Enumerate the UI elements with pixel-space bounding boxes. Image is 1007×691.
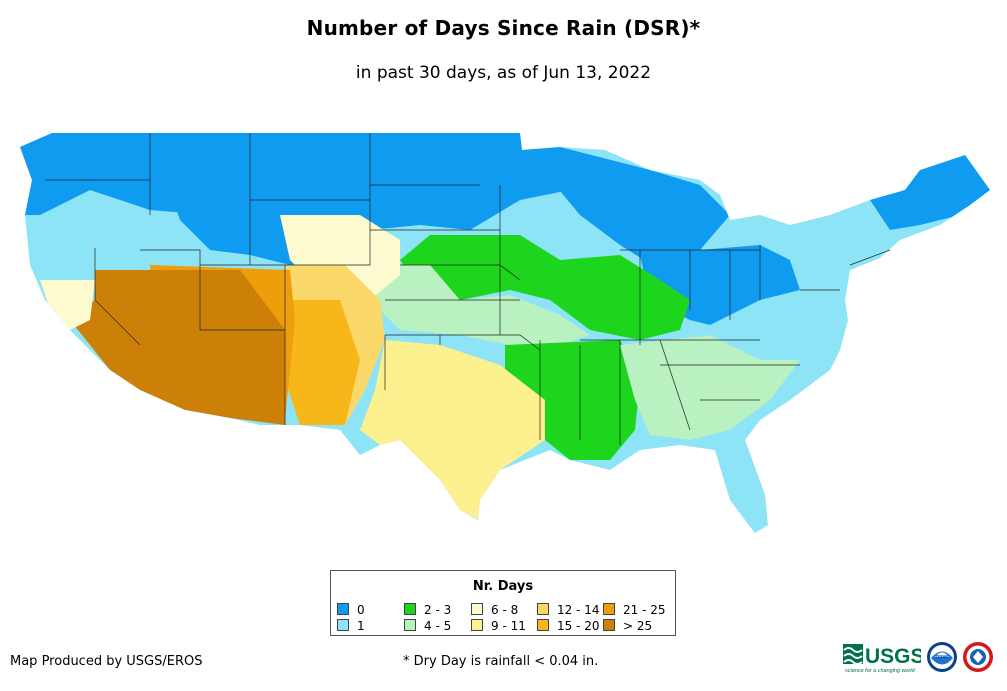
legend-swatch bbox=[337, 619, 349, 631]
legend-label: 1 bbox=[357, 619, 365, 633]
usgs-tagline: science for a changing world bbox=[845, 668, 916, 674]
noaa-logo: noaa bbox=[927, 642, 957, 672]
usgs-logo: USGS science for a changing world bbox=[843, 644, 921, 674]
region-dakotas bbox=[360, 133, 600, 230]
legend-item-3: 4 - 5 bbox=[404, 619, 451, 632]
region-florida bbox=[700, 435, 768, 533]
legend-swatch bbox=[471, 619, 483, 631]
dry-day-footnote: * Dry Day is rainfall < 0.04 in. bbox=[403, 654, 599, 669]
legend-swatch bbox=[404, 619, 416, 631]
us-dsr-map bbox=[20, 133, 990, 533]
legend-swatch bbox=[537, 619, 549, 631]
legend-swatch bbox=[337, 603, 349, 615]
legend-title: Nr. Days bbox=[472, 579, 534, 594]
usgs-logo-text: USGS bbox=[865, 645, 921, 668]
map-title: Number of Days Since Rain (DSR)* bbox=[306, 16, 701, 40]
noaa-logo-text: noaa bbox=[936, 654, 948, 660]
region-texas bbox=[360, 340, 545, 520]
legend-item-4: 6 - 8 bbox=[471, 603, 518, 616]
border-west bbox=[45, 133, 371, 425]
legend-item-6: 12 - 14 bbox=[537, 603, 600, 616]
legend-label: 15 - 20 bbox=[557, 619, 600, 633]
map-subtitle: in past 30 days, as of Jun 13, 2022 bbox=[355, 63, 652, 83]
legend-label: 2 - 3 bbox=[424, 603, 452, 617]
region-corn-belt bbox=[400, 235, 690, 340]
legend-item-9: > 25 bbox=[603, 619, 652, 632]
legend-label: 6 - 8 bbox=[491, 603, 519, 617]
region-atlantic-coast bbox=[700, 290, 845, 360]
legend-swatch bbox=[603, 619, 615, 631]
producer-credit: Map Produced by USGS/EROS bbox=[10, 654, 203, 669]
legend-label: 21 - 25 bbox=[623, 603, 666, 617]
border-central bbox=[370, 184, 541, 390]
nws-logo bbox=[963, 642, 993, 672]
legend-item-1: 1 bbox=[337, 619, 365, 632]
legend-swatch bbox=[603, 603, 615, 615]
legend-item-5: 9 - 11 bbox=[471, 619, 526, 632]
legend-label: 9 - 11 bbox=[491, 619, 526, 633]
state-borders bbox=[45, 133, 891, 445]
region-great-lakes bbox=[555, 147, 730, 270]
region-desert-southwest bbox=[70, 270, 285, 425]
legend-label: 12 - 14 bbox=[557, 603, 600, 617]
legend-item-7: 15 - 20 bbox=[537, 619, 600, 632]
legend-swatch bbox=[471, 603, 483, 615]
legend-label: 0 bbox=[357, 603, 365, 617]
map-shading bbox=[20, 133, 990, 533]
border-east bbox=[539, 245, 891, 445]
legend: Nr. Days 0 1 2 - 3 4 - 5 6 - 8 9 - 11 12… bbox=[330, 570, 676, 636]
legend-label: 4 - 5 bbox=[424, 619, 452, 633]
usgs-wave-mark bbox=[843, 644, 863, 664]
region-new-mexico bbox=[285, 300, 360, 425]
legend-swatch bbox=[404, 603, 416, 615]
region-new-england bbox=[870, 155, 990, 230]
region-central-plains bbox=[370, 265, 590, 345]
legend-item-2: 2 - 3 bbox=[404, 603, 451, 616]
region-south-california-coast bbox=[40, 280, 95, 330]
legend-swatch bbox=[537, 603, 549, 615]
legend-label: > 25 bbox=[623, 619, 653, 633]
legend-item-8: 21 - 25 bbox=[603, 603, 666, 616]
legend-item-0: 0 bbox=[337, 603, 365, 616]
